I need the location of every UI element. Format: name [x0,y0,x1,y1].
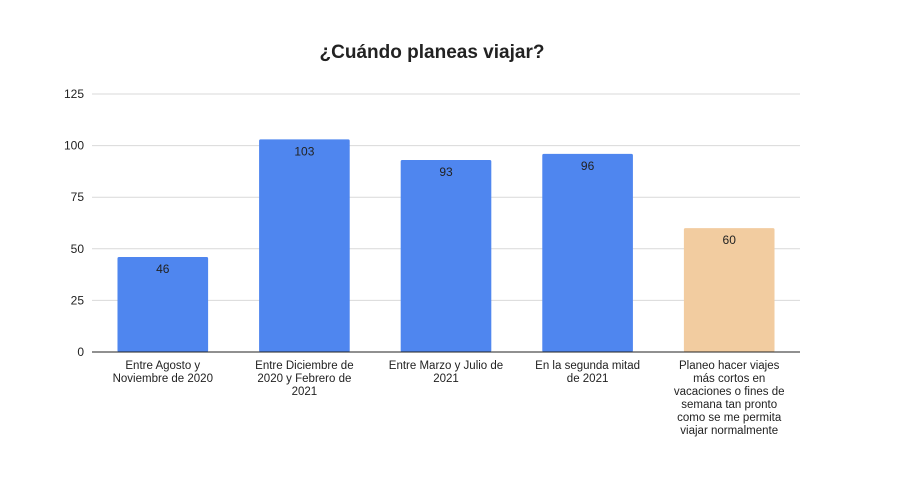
x-category-label-line: vacaciones o fines de [674,386,785,398]
x-category-label-line: como se me permita [677,412,782,424]
y-tick-label: 75 [71,190,85,204]
x-category-label: Planeo hacer viajes más cortos en vacacion… [674,360,785,437]
bar [683,228,775,352]
x-category-label-line: Noviembre de 2020 [113,373,213,385]
x-category-label: En la segunda mitad de 2021 [535,360,640,385]
data-label: 46 [156,262,170,276]
x-category-label-line: semana tan pronto [681,399,777,411]
bar [542,153,633,352]
x-category-label-line: Planeo hacer viajes [679,360,780,372]
y-tick-label: 25 [71,293,85,307]
y-tick-label: 0 [77,345,84,359]
data-label: 93 [439,165,453,179]
chart-title: ¿Cuándo planeas viajar? [320,42,545,63]
bar [117,257,209,352]
x-category-label-line: más cortos en [693,373,765,385]
data-label: 60 [723,233,737,247]
y-tick-label: 100 [64,139,84,153]
x-axis-labels: Entre Agosto y Noviembre de 2020 Entre Dic… [113,360,785,437]
x-category-label-line: de 2021 [567,373,609,385]
bar [259,139,350,352]
y-tick-label: 50 [71,242,85,256]
x-category-label: Entre Diciembre de 2020 y Febrero de 2021 [255,360,353,398]
x-category-label-line: En la segunda mitad [535,360,640,372]
y-tick-label: 125 [64,87,84,101]
bars [117,139,775,352]
data-label: 103 [294,144,314,158]
bar [400,160,492,352]
x-category-label: Entre Marzo y Julio de 2021 [389,360,503,385]
data-labels: 46 103 93 96 60 [156,144,736,276]
x-category-label-line: Entre Marzo y Julio de [389,360,503,372]
x-category-label-line: 2021 [433,373,459,385]
x-category-label-line: Entre Agosto y [125,360,200,372]
x-category-label-line: 2021 [292,386,318,398]
x-category-label-line: 2020 y Febrero de [257,373,351,385]
x-category-label-line: Entre Diciembre de [255,360,353,372]
x-category-label-line: viajar normalmente [680,425,778,437]
x-category-label: Entre Agosto y Noviembre de 2020 [113,360,213,385]
data-label: 96 [581,159,595,173]
y-axis-ticks: 0 25 50 75 100 125 [64,87,84,359]
